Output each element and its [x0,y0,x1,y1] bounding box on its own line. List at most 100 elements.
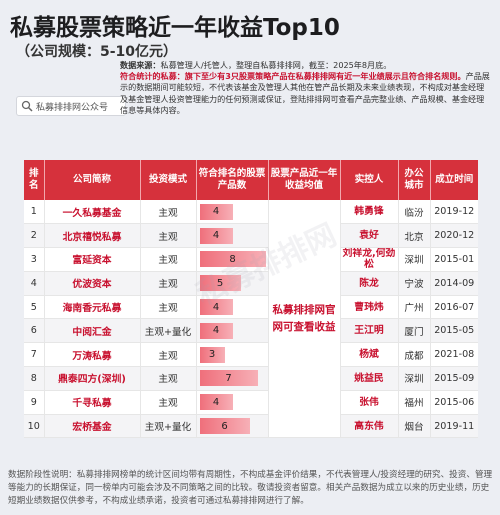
company-name-cell: 千寻私募 [44,390,141,415]
product-count-bar: 4 [199,227,233,244]
criteria-text: 旗下至少有3只股票策略产品在私募排排网有近一年业绩展示且符合排名规则。 [184,71,466,82]
header-return: 股票产品近一年收益均值 [268,160,341,200]
return-note-cell: 私募排排网官网可查看收益 [268,200,341,439]
page-title: 私募股票策略近一年收益Top10 [10,15,340,41]
founded-cell: 2016-07 [430,295,478,320]
product-count-cell: 4 [196,390,269,415]
data-notes: 数据来源：私募管理人/托管人，整理自私募排排网，截至：2025年8月底。 符合统… [120,60,492,116]
rank-cell: 10 [24,414,45,439]
mode-cell: 主观 [140,223,197,249]
product-count-cell: 7 [196,366,269,391]
mode-cell: 主观 [140,200,197,225]
controller-cell: 张伟 [340,390,399,415]
company-name-cell: 一久私募基金 [44,200,141,225]
founded-cell: 2019-11 [430,414,478,439]
product-count-bar: 4 [199,299,233,316]
controller-cell: 刘祥龙,何劲松 [340,247,399,272]
product-count-bar: 6 [199,418,250,435]
city-cell: 福州 [398,390,431,415]
search-icon [21,100,33,112]
product-count-bar: 4 [199,203,233,220]
header-company: 公司简称 [44,160,141,200]
product-count-cell: 8 [196,247,269,272]
mode-cell: 主观 [140,271,197,296]
product-count-cell: 3 [196,342,269,368]
ranking-table: 排名 公司简称 投资模式 符合排名的股票产品数 股票产品近一年收益均值 实控人 … [24,160,478,439]
product-count-cell: 4 [196,200,269,225]
city-cell: 北京 [398,223,431,249]
rank-cell: 7 [24,342,45,368]
page-subtitle: （公司规模：5-10亿元） [16,44,178,60]
disclaimer-text: 产品展示的数据期间可能较短，不代表该基金及管理人其他在管产品长期及未来业绩表现，… [120,71,490,115]
product-count-cell: 4 [196,295,269,320]
company-name-cell: 鼎泰四方(深圳) [44,366,141,391]
city-cell: 宁波 [398,271,431,296]
company-name-cell: 海南香元私募 [44,295,141,320]
table-row: 10 宏桥基金 主观+量化 6 高东伟 烟台 2019-11 [24,414,478,439]
wechat-search-box[interactable]: 私募排排网公众号 [16,96,126,116]
product-count-bar: 5 [199,275,241,292]
header-product-count: 符合排名的股票产品数 [196,160,269,200]
rank-cell: 6 [24,318,45,344]
rank-cell: 2 [24,223,45,249]
product-count-bar: 3 [199,346,225,363]
mode-cell: 主观+量化 [140,318,197,344]
controller-cell: 姚益民 [340,366,399,391]
city-cell: 厦门 [398,318,431,344]
rank-cell: 8 [24,366,45,391]
product-count-bar: 7 [199,370,258,387]
city-cell: 临汾 [398,200,431,225]
source-text: 私募管理人/托管人，整理自私募排排网，截至：2025年8月底。 [160,60,392,70]
table-row: 2 北京禧悦私募 主观 4 袁好 北京 2020-12 [24,223,478,249]
mode-cell: 主观 [140,295,197,320]
city-cell: 深圳 [398,247,431,272]
founded-cell: 2021-08 [430,342,478,368]
table-row: 8 鼎泰四方(深圳) 主观 7 姚益民 深圳 2015-09 [24,366,478,391]
mode-cell: 主观 [140,247,197,272]
controller-cell: 高东伟 [340,414,399,439]
founded-cell: 2015-05 [430,318,478,344]
header-mode: 投资模式 [140,160,197,200]
founded-cell: 2015-01 [430,247,478,272]
header-city: 办公城市 [398,160,431,200]
table-row: 3 富延资本 主观 8 刘祥龙,何劲松 深圳 2015-01 [24,247,478,272]
controller-cell: 袁好 [340,223,399,249]
rank-cell: 9 [24,390,45,415]
table-row: 7 万涛私募 主观 3 杨斌 成都 2021-08 [24,342,478,368]
mode-cell: 主观 [140,390,197,415]
header-founded: 成立时间 [430,160,478,200]
mode-cell: 主观 [140,342,197,368]
product-count-bar: 4 [199,322,233,339]
source-label: 数据来源： [120,60,161,70]
table-row: 4 优波资本 主观 5 陈龙 宁波 2014-09 [24,271,478,296]
criteria-label: 符合统计的私募： [120,71,185,82]
founded-cell: 2015-06 [430,390,478,415]
city-cell: 广州 [398,295,431,320]
table-row: 6 中阅汇金 主观+量化 4 王江明 厦门 2015-05 [24,318,478,344]
footer-disclaimer: 数据阶段性说明：私募排排网榜单的统计区间均带有周期性，不构成基金评价结果，不代表… [8,470,493,506]
controller-cell: 杨斌 [340,342,399,368]
table-header-row: 排名 公司简称 投资模式 符合排名的股票产品数 股票产品近一年收益均值 实控人 … [24,160,478,200]
controller-cell: 王江明 [340,318,399,344]
founded-cell: 2019-12 [430,200,478,225]
product-count-cell: 5 [196,271,269,296]
mode-cell: 主观 [140,366,197,391]
product-count-bar: 4 [199,394,233,411]
table-row: 1 一久私募基金 主观 4 私募排排网官网可查看收益 韩勇锋 临汾 2019-12 [24,200,478,439]
header-rank: 排名 [24,160,45,200]
founded-cell: 2020-12 [430,223,478,249]
founded-cell: 2014-09 [430,271,478,296]
company-name-cell: 中阅汇金 [44,318,141,344]
rank-cell: 1 [24,200,45,225]
company-name-cell: 北京禧悦私募 [44,223,141,249]
company-name-cell: 宏桥基金 [44,414,141,439]
search-label: 私募排排网公众号 [36,102,109,113]
product-count-bar: 8 [199,251,266,268]
founded-cell: 2015-09 [430,366,478,391]
controller-cell: 陈龙 [340,271,399,296]
rank-cell: 5 [24,295,45,320]
table-row: 9 千寻私募 主观 4 张伟 福州 2015-06 [24,390,478,415]
rank-cell: 4 [24,271,45,296]
controller-cell: 曹玮炜 [340,295,399,320]
company-name-cell: 万涛私募 [44,342,141,368]
